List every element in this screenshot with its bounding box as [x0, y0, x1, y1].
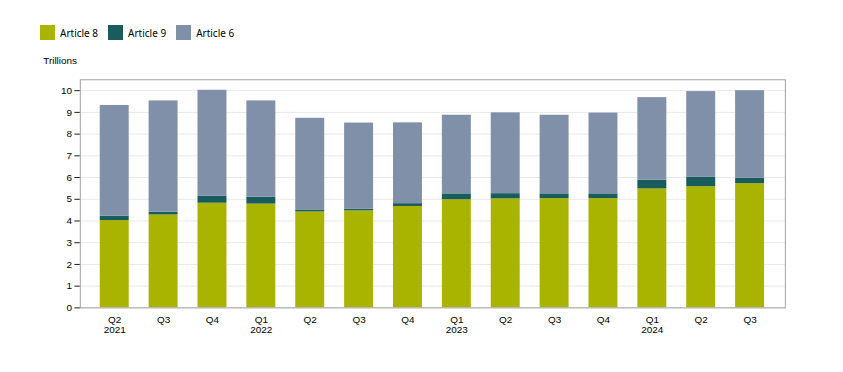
- svg-text:Q22021: Q22021: [104, 314, 127, 335]
- svg-text:Trillions: Trillions: [43, 55, 77, 66]
- svg-text:4: 4: [67, 215, 73, 226]
- svg-text:Q12023: Q12023: [446, 314, 469, 335]
- svg-text:7: 7: [67, 150, 73, 161]
- svg-text:2: 2: [67, 259, 73, 270]
- svg-text:10: 10: [61, 85, 73, 96]
- svg-text:3: 3: [67, 237, 73, 248]
- svg-text:Q4: Q4: [597, 314, 611, 325]
- svg-text:0: 0: [67, 302, 73, 313]
- svg-text:Q3: Q3: [548, 314, 562, 325]
- html-text:Article 9: Article 9: [128, 25, 167, 40]
- svg-text:Q4: Q4: [401, 314, 415, 325]
- svg-text:5: 5: [67, 193, 73, 204]
- svg-text:Q2: Q2: [499, 314, 513, 325]
- svg-text:8: 8: [67, 128, 73, 139]
- svg-text:Q3: Q3: [157, 314, 171, 325]
- svg-text:Q2: Q2: [304, 314, 318, 325]
- svg-text:Q4: Q4: [206, 314, 220, 325]
- svg-text:Q12024: Q12024: [641, 314, 664, 335]
- svg-text:Q3: Q3: [743, 314, 757, 325]
- svg-text:6: 6: [67, 172, 73, 183]
- svg-text:Q3: Q3: [352, 314, 366, 325]
- html-text:Article 8: Article 8: [60, 25, 99, 40]
- svg-text:9: 9: [67, 107, 73, 118]
- svg-text:Q12022: Q12022: [250, 314, 273, 335]
- html-text:Article 6: Article 6: [196, 25, 235, 40]
- svg-text:1: 1: [67, 280, 73, 291]
- svg-text:Q2: Q2: [695, 314, 709, 325]
